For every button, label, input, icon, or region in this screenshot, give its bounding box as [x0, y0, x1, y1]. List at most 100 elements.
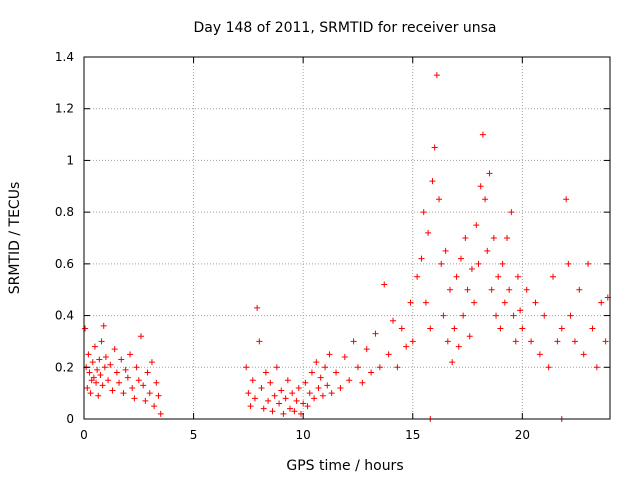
data-point [407, 299, 414, 306]
data-point [111, 346, 118, 353]
data-point [86, 369, 93, 376]
data-point [545, 364, 552, 371]
data-point [528, 338, 535, 345]
data-point [328, 390, 335, 397]
data-point [508, 209, 515, 216]
data-point [409, 338, 416, 345]
data-point [418, 255, 425, 262]
data-point [120, 390, 127, 397]
data-point [243, 364, 250, 371]
data-point [541, 312, 548, 319]
data-point [278, 387, 285, 394]
data-point [462, 235, 469, 241]
data-point [536, 351, 543, 358]
data-point [602, 338, 609, 345]
data-point [91, 343, 98, 350]
data-point [558, 325, 565, 332]
data-point [265, 397, 272, 404]
data-point [451, 325, 458, 332]
data-point [471, 299, 478, 306]
data-point [254, 304, 261, 311]
x-tick-label: 0 [80, 428, 88, 442]
data-point [284, 377, 291, 384]
data-point [300, 400, 307, 407]
data-point [118, 356, 125, 363]
data-point [455, 343, 462, 350]
data-point [258, 384, 265, 391]
data-point [322, 364, 329, 371]
data-point [135, 377, 142, 384]
data-point [479, 131, 486, 138]
data-point [473, 222, 480, 229]
data-point [131, 395, 138, 402]
data-point [506, 286, 513, 293]
data-point [501, 299, 508, 306]
data-point [482, 196, 489, 203]
data-point [306, 390, 313, 397]
data-point [519, 325, 526, 332]
data-point [477, 183, 484, 190]
data-point [589, 325, 596, 332]
data-point [436, 196, 443, 203]
y-tick-label: 1 [66, 153, 74, 167]
y-tick-label: 0.2 [55, 360, 74, 374]
data-point [82, 325, 89, 332]
data-point [98, 338, 105, 345]
data-point [444, 338, 451, 345]
data-point [442, 247, 449, 254]
data-point [155, 392, 162, 399]
data-point [102, 353, 109, 360]
data-point [116, 379, 123, 386]
data-point [381, 281, 388, 288]
y-axis-label: SRMTID / TECUs [7, 182, 23, 295]
data-point [580, 351, 587, 358]
data-point [403, 343, 410, 350]
data-point [488, 286, 495, 293]
y-tick-label: 1.4 [55, 50, 74, 64]
data-point [304, 403, 311, 410]
data-point [313, 359, 320, 366]
chart-title: Day 148 of 2011, SRMTID for receiver uns… [193, 20, 496, 36]
data-point [532, 299, 539, 306]
data-point [109, 387, 116, 394]
data-point [317, 374, 324, 381]
x-tick-label: 20 [515, 428, 530, 442]
data-point [363, 346, 370, 353]
data-point [372, 330, 379, 337]
data-point [565, 260, 572, 267]
data-point [100, 322, 107, 329]
data-point [333, 369, 340, 376]
data-point [144, 369, 151, 376]
data-point [514, 273, 521, 280]
data-point [438, 260, 445, 267]
data-point [368, 369, 375, 376]
data-point [140, 382, 147, 389]
data-point [466, 333, 473, 340]
data-point [359, 379, 366, 386]
data-point [146, 390, 153, 397]
data-point [576, 286, 583, 293]
data-point [598, 299, 605, 306]
data-point [95, 392, 102, 399]
data-point [256, 338, 263, 345]
y-tick-label: 0.4 [55, 309, 74, 323]
data-point [269, 408, 276, 415]
data-point [96, 356, 103, 363]
data-point [440, 312, 447, 319]
data-point [127, 351, 134, 358]
y-tick-label: 0 [66, 412, 74, 426]
data-point [475, 260, 482, 267]
data-point [85, 351, 92, 358]
data-point [425, 229, 432, 236]
data-point [84, 384, 91, 391]
x-tick-label: 10 [296, 428, 311, 442]
data-point [93, 379, 100, 386]
data-point [89, 359, 96, 366]
data-point [291, 408, 298, 415]
data-point [107, 361, 114, 368]
data-point [486, 170, 493, 177]
data-point [337, 384, 344, 391]
data-point [464, 286, 471, 293]
data-point [153, 379, 160, 386]
data-point [262, 369, 269, 376]
